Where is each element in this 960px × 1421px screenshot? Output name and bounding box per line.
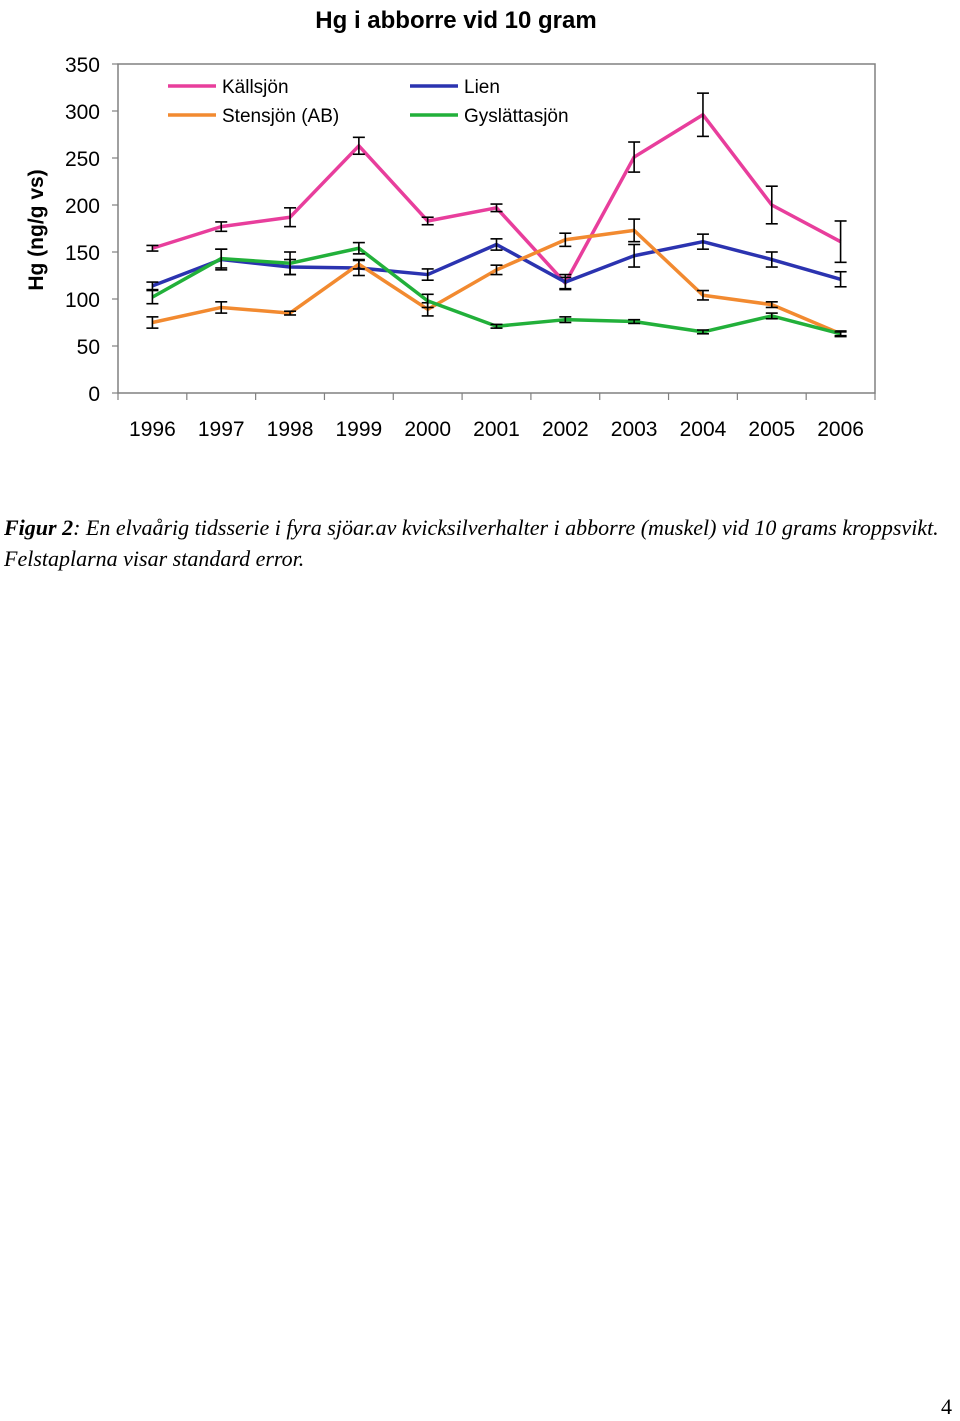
caption-lead: Figur 2 (4, 515, 74, 540)
legend-item: Lien (410, 77, 500, 98)
legend-label: Källsjön (222, 77, 289, 98)
x-tick-label: 2003 (611, 418, 658, 441)
legend-label: Lien (464, 77, 500, 98)
legend-label: Gyslättasjön (464, 106, 569, 127)
figure-caption: Figur 2: En elvaårig tidsserie i fyra sj… (4, 512, 944, 574)
legend-item: Gyslättasjön (410, 106, 569, 127)
y-tick-label: 50 (77, 336, 100, 359)
caption-text: : En elvaårig tidsserie i fyra sjöar.av … (4, 515, 939, 571)
x-tick-label: 1998 (267, 418, 314, 441)
y-tick-label: 300 (65, 101, 100, 124)
y-tick-label: 0 (88, 383, 100, 406)
y-tick-label: 150 (65, 242, 100, 265)
x-tick-label: 2006 (817, 418, 864, 441)
line-chart: Hg i abborre vid 10 gram Hg (ng/g vs) 0 5… (25, 7, 876, 441)
y-tick-label: 200 (65, 195, 100, 218)
x-tick-label: 1999 (336, 418, 383, 441)
y-tick-label: 350 (65, 54, 100, 77)
legend-item: Källsjön (168, 77, 289, 98)
x-tick-label: 2001 (473, 418, 520, 441)
series-3 (146, 241, 847, 337)
series-0 (146, 92, 847, 290)
y-tick-label: 250 (65, 148, 100, 171)
page-number: 4 (941, 1394, 952, 1419)
y-tick-label: 100 (65, 289, 100, 312)
legend-item: Stensjön (AB) (168, 106, 339, 127)
series-layer (146, 92, 847, 338)
x-tick-label: 2002 (542, 418, 589, 441)
legend-label: Stensjön (AB) (222, 106, 339, 127)
y-axis-ticks: 0 50 100 150 200 250 300 350 (65, 54, 118, 406)
x-tick-label: 2000 (404, 418, 451, 441)
x-tick-label: 2005 (748, 418, 795, 441)
x-axis-ticks: 1996 1997 1998 1999 2000 2001 2002 2003 2004 2005… (117, 393, 876, 441)
legend: Källsjön Lien Stensjön (AB) Gyslättasjön (168, 77, 569, 127)
plot-area (117, 63, 876, 394)
x-tick-label: 2004 (680, 418, 727, 441)
x-tick-label: 1996 (129, 418, 176, 441)
y-axis-label: Hg (ng/g vs) (25, 169, 48, 290)
x-tick-label: 1997 (198, 418, 245, 441)
chart-title: Hg i abborre vid 10 gram (315, 7, 596, 34)
